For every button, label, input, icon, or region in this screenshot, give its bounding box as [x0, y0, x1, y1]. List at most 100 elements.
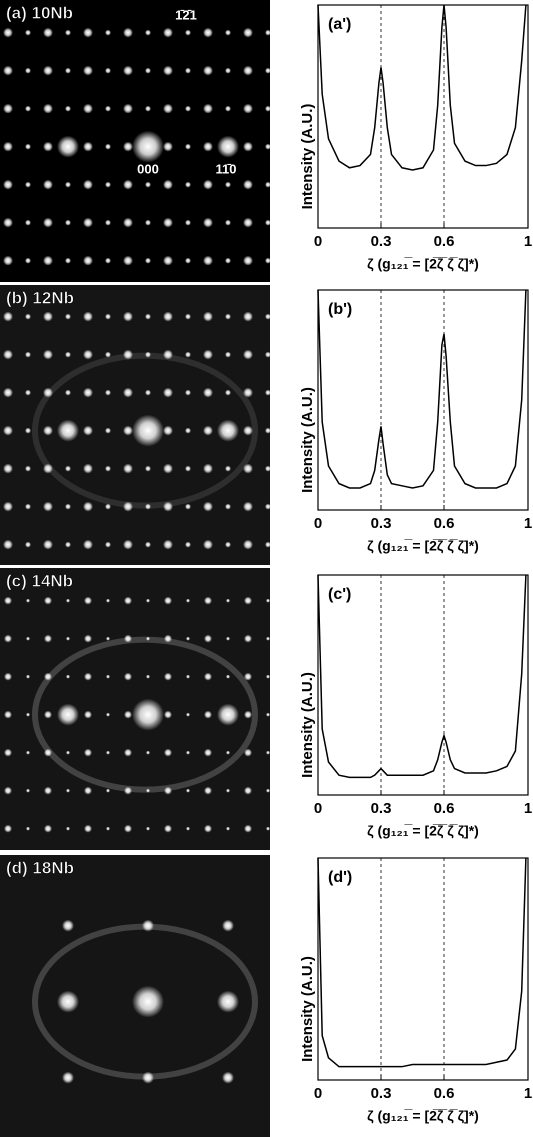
diffraction-spot: [163, 141, 173, 152]
diffraction-spot: [3, 501, 13, 512]
diffraction-spot: [65, 67, 71, 74]
diffraction-spot: [225, 105, 231, 112]
diffraction-spot: [145, 29, 151, 36]
diffraction-spot: [145, 67, 151, 74]
diffraction-spot: [203, 463, 213, 474]
diffraction-spot: [65, 257, 71, 264]
diffraction-spot: [185, 29, 191, 36]
diffraction-spot: [84, 748, 92, 757]
diffraction-spot: [3, 65, 13, 76]
diffraction-spot: [25, 313, 31, 320]
diffraction-spot: [146, 636, 150, 641]
diffraction-spot: [146, 826, 150, 831]
diffraction-spot: [186, 598, 190, 603]
diffraction-spot: [83, 179, 93, 190]
diffraction-spot: [164, 710, 172, 719]
diffraction-spot: [105, 389, 111, 396]
diffraction-spot: [185, 351, 191, 358]
diffraction-spot: [25, 67, 31, 74]
x-tick-label: 0: [314, 233, 322, 250]
diffraction-spot: [145, 389, 151, 396]
diffraction-spot: [25, 389, 31, 396]
diffraction-spot: [83, 65, 93, 76]
diffraction-spot: [43, 255, 53, 266]
diffraction-spot: [163, 217, 173, 228]
diffraction-spot: [83, 501, 93, 512]
diffraction-spot: [124, 596, 132, 605]
diffraction-spot: [203, 387, 213, 398]
diffraction-spot: [225, 313, 231, 320]
diffraction-spot: [266, 788, 270, 793]
diffraction-spot: [25, 29, 31, 36]
diffraction-spot: [43, 349, 53, 360]
diffraction-spot: [84, 672, 92, 681]
x-tick-label: 0.3: [371, 515, 392, 532]
diffraction-spot: [4, 596, 12, 605]
diffraction-spot: [124, 672, 132, 681]
diffraction-spot: [185, 427, 191, 434]
y-axis-label: Intensity (A.U.): [299, 956, 316, 1062]
diffraction-spot: [57, 135, 79, 158]
diffraction-spot: [243, 27, 253, 38]
x-tick-label: 0: [314, 1085, 322, 1102]
diffraction-spot: [222, 1071, 234, 1084]
diffraction-spot: [43, 103, 53, 114]
diffraction-spot: [65, 181, 71, 188]
diffraction-spot: [225, 257, 231, 264]
diffraction-spot: [123, 349, 133, 360]
intensity-line: [317, 574, 527, 779]
diffuse-halo: [32, 352, 258, 509]
diffraction-spot: [203, 311, 213, 322]
diffraction-spot: [186, 750, 190, 755]
diffraction-spot: [145, 541, 151, 548]
diffraction-spot: [3, 141, 13, 152]
diffraction-spot: [243, 425, 253, 436]
diffraction-spot: [244, 672, 252, 681]
image-label: (d) 18Nb: [6, 858, 74, 877]
diffraction-spot: [43, 387, 53, 398]
diffraction-spot: [243, 103, 253, 114]
panel-label: (c'): [328, 586, 351, 603]
panel-label: (d'): [328, 869, 352, 886]
diffraction-spot: [266, 598, 270, 603]
diffraction-spot: [123, 539, 133, 550]
x-tick-label: 0.3: [371, 1085, 392, 1102]
diffraction-spot: [106, 712, 110, 717]
diffraction-spot: [265, 219, 271, 226]
diffraction-spot: [164, 824, 172, 833]
diffraction-spot: [164, 786, 172, 795]
diffraction-spot: [164, 748, 172, 757]
diffraction-spot: [123, 311, 133, 322]
diffraction-spot: [225, 541, 231, 548]
diffraction-spot: [65, 351, 71, 358]
diffraction-spot: [62, 1071, 74, 1084]
diffraction-spot: [225, 29, 231, 36]
diffraction-spot: [25, 351, 31, 358]
diffraction-spot: [105, 427, 111, 434]
diffraction-spot: [203, 349, 213, 360]
diffraction-spot: [25, 181, 31, 188]
diffraction-spot: [203, 217, 213, 228]
diffraction-spot: [132, 985, 164, 1018]
intensity-line: [317, 857, 527, 1068]
diffraction-spot: [164, 596, 172, 605]
diffraction-spot: [44, 710, 52, 719]
diffraction-spot: [43, 27, 53, 38]
diffraction-spot: [123, 179, 133, 190]
diffraction-spot: [66, 826, 70, 831]
diffraction-spot: [83, 425, 93, 436]
diffraction-spot: [44, 786, 52, 795]
diffraction-spot: [163, 103, 173, 114]
diffraction-spot: [84, 710, 92, 719]
diffraction-spot: [225, 503, 231, 510]
diffraction-spot: [123, 501, 133, 512]
diffraction-spot: [124, 710, 132, 719]
diffraction-spot: [243, 311, 253, 322]
x-axis-label: ζ (g₁₂₁̅ = [2̅ζ̅ ζ̅ ζ]*): [367, 256, 479, 272]
diffraction-spot: [83, 103, 93, 114]
diffraction-spot: [123, 463, 133, 474]
x-tick-label: 0: [314, 515, 322, 532]
diffraction-spot: [44, 634, 52, 643]
diffraction-spot: [203, 425, 213, 436]
